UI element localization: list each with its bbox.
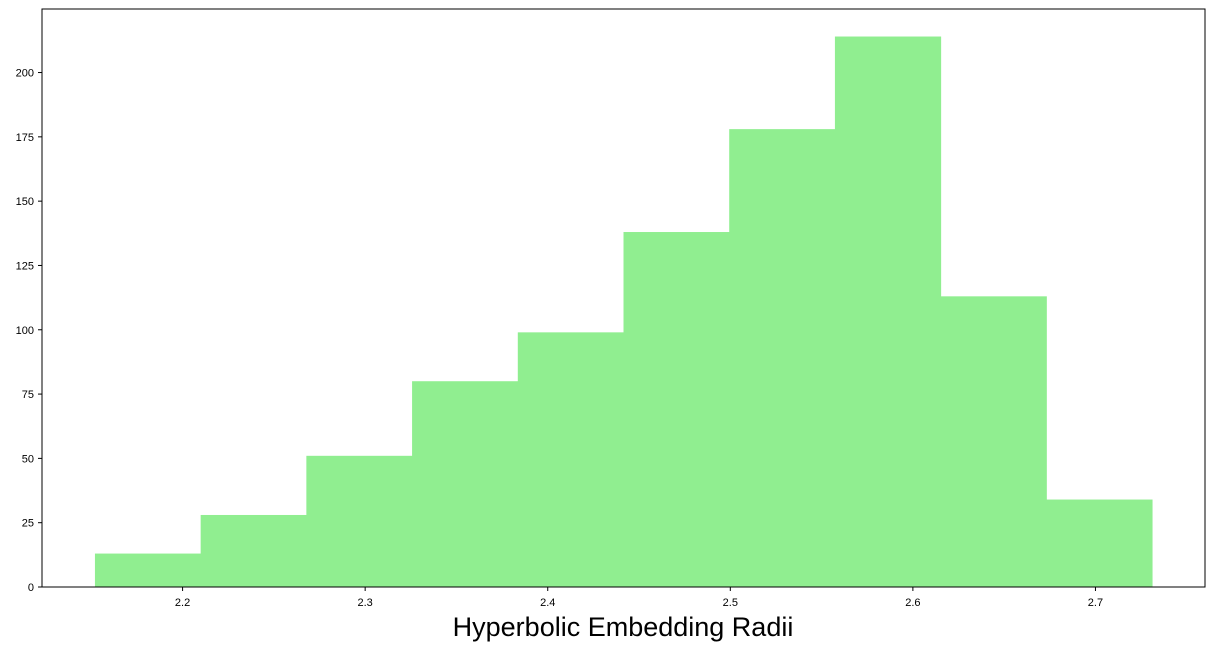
histogram-bar: [729, 129, 836, 588]
y-tick-label: 150: [16, 196, 34, 208]
y-tick-label: 50: [22, 453, 34, 465]
x-axis: 2.2 2.3 2.4 2.5 2.6 2.7: [175, 587, 1103, 609]
histogram-bar: [412, 381, 519, 587]
y-tick-label: 200: [16, 68, 34, 80]
histogram-bar: [1046, 499, 1153, 587]
x-tick-label: 2.2: [175, 597, 190, 609]
x-tick-label: 2.7: [1088, 597, 1103, 609]
histogram-bar: [200, 514, 307, 587]
x-tick-label: 2.4: [540, 597, 555, 609]
histogram-bar: [940, 296, 1047, 587]
plot-frame: [41, 8, 1206, 588]
y-axis: 0 25 50 75 100 125 150 175 200: [16, 68, 42, 594]
histogram-bar: [623, 232, 730, 587]
histogram-bar: [94, 553, 202, 587]
histogram-bar: [517, 332, 624, 587]
y-tick-label: 25: [22, 518, 34, 530]
y-tick-label: 100: [16, 325, 34, 337]
y-tick-label: 75: [22, 389, 34, 401]
x-tick-label: 2.6: [905, 597, 920, 609]
y-tick-label: 175: [16, 132, 34, 144]
y-tick-label: 125: [16, 260, 34, 272]
x-tick-label: 2.5: [723, 597, 738, 609]
histogram-bar: [306, 455, 413, 587]
histogram-bar: [834, 36, 942, 588]
y-tick-label: 0: [28, 582, 34, 594]
x-tick-label: 2.3: [358, 597, 373, 609]
x-axis-label: Hyperbolic Embedding Radii: [453, 612, 794, 642]
histogram-bars: [94, 36, 1153, 588]
